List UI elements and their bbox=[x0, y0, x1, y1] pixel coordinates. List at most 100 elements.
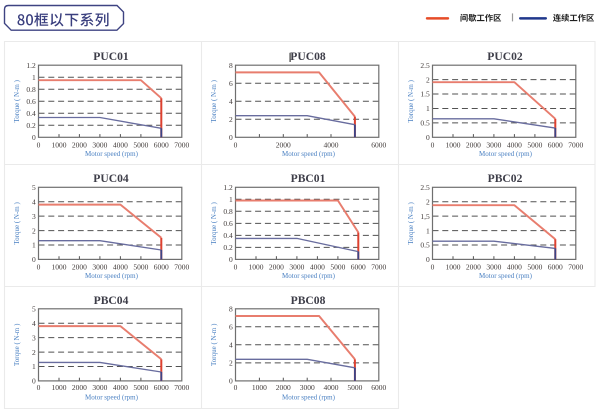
svg-text:0.5: 0.5 bbox=[420, 119, 430, 128]
svg-text:8: 8 bbox=[229, 305, 233, 314]
svg-text:2.5: 2.5 bbox=[420, 61, 430, 70]
svg-text:2000: 2000 bbox=[269, 263, 284, 272]
svg-text:3: 3 bbox=[32, 212, 36, 221]
svg-text:6000: 6000 bbox=[154, 263, 169, 272]
svg-text:3000: 3000 bbox=[92, 263, 107, 272]
svg-text:1000: 1000 bbox=[446, 141, 461, 150]
svg-text:4000: 4000 bbox=[113, 263, 128, 272]
svg-text:1.2: 1.2 bbox=[26, 61, 36, 70]
svg-text:3000: 3000 bbox=[486, 263, 501, 272]
svg-text:6000: 6000 bbox=[154, 141, 169, 150]
svg-text:2: 2 bbox=[426, 75, 430, 84]
svg-text:Torque ( N-m ): Torque ( N-m ) bbox=[13, 79, 21, 122]
svg-text:5000: 5000 bbox=[133, 141, 148, 150]
svg-text:1: 1 bbox=[229, 195, 233, 204]
svg-text:0.6: 0.6 bbox=[223, 219, 233, 228]
svg-text:5000: 5000 bbox=[330, 263, 345, 272]
svg-text:1,5: 1,5 bbox=[420, 212, 430, 221]
svg-text:5000: 5000 bbox=[527, 141, 542, 150]
svg-text:4000: 4000 bbox=[113, 383, 128, 392]
svg-text:0.8: 0.8 bbox=[26, 85, 36, 94]
svg-text:6: 6 bbox=[229, 323, 233, 332]
svg-text:2000: 2000 bbox=[72, 383, 87, 392]
svg-text:7000: 7000 bbox=[568, 263, 583, 272]
svg-text:4000: 4000 bbox=[507, 141, 522, 150]
svg-text:7000: 7000 bbox=[174, 383, 189, 392]
svg-text:6000: 6000 bbox=[548, 263, 563, 272]
svg-text:5000: 5000 bbox=[347, 383, 362, 392]
svg-text:Torque ( N-m ): Torque ( N-m ) bbox=[210, 323, 218, 366]
svg-text:8: 8 bbox=[229, 61, 233, 70]
svg-text:Motor speed (rpm): Motor speed (rpm) bbox=[85, 272, 139, 280]
svg-text:Motor speed (rpm): Motor speed (rpm) bbox=[479, 150, 533, 158]
svg-text:Torque ( N-m ): Torque ( N-m ) bbox=[13, 201, 21, 244]
svg-text:4: 4 bbox=[229, 97, 233, 106]
svg-text:1.5: 1.5 bbox=[420, 90, 430, 99]
svg-text:Motor speed (rpm): Motor speed (rpm) bbox=[85, 150, 139, 158]
svg-text:4000: 4000 bbox=[507, 263, 522, 272]
svg-text:0: 0 bbox=[229, 377, 233, 386]
svg-text:3000: 3000 bbox=[289, 263, 304, 272]
svg-text:0: 0 bbox=[32, 133, 36, 142]
svg-text:6000: 6000 bbox=[548, 141, 563, 150]
svg-text:1: 1 bbox=[426, 104, 430, 113]
svg-text:1000: 1000 bbox=[52, 263, 67, 272]
svg-text:0: 0 bbox=[37, 383, 41, 392]
svg-text:5000: 5000 bbox=[133, 263, 148, 272]
svg-text:5: 5 bbox=[32, 305, 36, 314]
svg-text:Motor speed (rpm): Motor speed (rpm) bbox=[479, 272, 533, 280]
svg-text:7000: 7000 bbox=[371, 263, 386, 272]
svg-text:0: 0 bbox=[234, 141, 238, 150]
svg-text:Torque ( N-m ): Torque ( N-m ) bbox=[407, 201, 415, 244]
svg-text:6: 6 bbox=[229, 79, 233, 88]
svg-text:1: 1 bbox=[32, 241, 36, 250]
svg-text:6000: 6000 bbox=[371, 383, 386, 392]
svg-text:1000: 1000 bbox=[446, 263, 461, 272]
svg-text:2000: 2000 bbox=[276, 141, 291, 150]
svg-text:Torque ( N-m ): Torque ( N-m ) bbox=[210, 79, 218, 122]
svg-text:0: 0 bbox=[32, 377, 36, 386]
svg-text:0.4: 0.4 bbox=[26, 109, 36, 118]
svg-text:2: 2 bbox=[426, 197, 430, 206]
svg-text:4: 4 bbox=[32, 319, 36, 328]
svg-text:Torque ( N-m ): Torque ( N-m ) bbox=[210, 201, 218, 244]
svg-text:Motor speed (rpm): Motor speed (rpm) bbox=[282, 272, 336, 280]
svg-text:1: 1 bbox=[32, 73, 36, 82]
svg-text:5: 5 bbox=[32, 183, 36, 192]
svg-text:4: 4 bbox=[229, 341, 233, 350]
svg-text:0.5: 0.5 bbox=[420, 241, 430, 250]
svg-text:0: 0 bbox=[234, 263, 238, 272]
svg-text:4000: 4000 bbox=[324, 383, 339, 392]
svg-text:6000: 6000 bbox=[351, 263, 366, 272]
svg-text:3000: 3000 bbox=[300, 383, 315, 392]
svg-text:7000: 7000 bbox=[174, 141, 189, 150]
svg-text:PBC01: PBC01 bbox=[291, 172, 326, 185]
svg-text:2000: 2000 bbox=[276, 383, 291, 392]
svg-text:3000: 3000 bbox=[486, 141, 501, 150]
svg-text:Motor speed (rpm): Motor speed (rpm) bbox=[85, 394, 139, 402]
svg-text:4: 4 bbox=[32, 197, 36, 206]
svg-text:2: 2 bbox=[229, 115, 233, 124]
svg-text:0: 0 bbox=[431, 263, 435, 272]
svg-text:1: 1 bbox=[32, 362, 36, 371]
svg-text:PUC01: PUC01 bbox=[93, 50, 129, 63]
svg-text:0: 0 bbox=[229, 133, 233, 142]
svg-text:2000: 2000 bbox=[466, 263, 481, 272]
svg-text:2.5: 2.5 bbox=[420, 183, 430, 192]
svg-text:1000: 1000 bbox=[249, 263, 264, 272]
svg-text:2: 2 bbox=[229, 359, 233, 368]
svg-text:PUC02: PUC02 bbox=[487, 50, 523, 63]
svg-text:0.2: 0.2 bbox=[26, 121, 36, 130]
svg-text:5000: 5000 bbox=[527, 263, 542, 272]
svg-text:Motor speed (rpm): Motor speed (rpm) bbox=[282, 150, 336, 158]
svg-text:0: 0 bbox=[32, 255, 36, 264]
svg-text:Motor speed (rpm): Motor speed (rpm) bbox=[282, 394, 336, 402]
svg-text:2: 2 bbox=[32, 226, 36, 235]
svg-text:0: 0 bbox=[37, 141, 41, 150]
svg-text:0: 0 bbox=[431, 141, 435, 150]
svg-text:0.6: 0.6 bbox=[26, 97, 36, 106]
svg-text:7000: 7000 bbox=[568, 141, 583, 150]
svg-text:PUC08: PUC08 bbox=[290, 50, 326, 63]
svg-text:0: 0 bbox=[426, 133, 430, 142]
svg-text:3: 3 bbox=[32, 333, 36, 342]
